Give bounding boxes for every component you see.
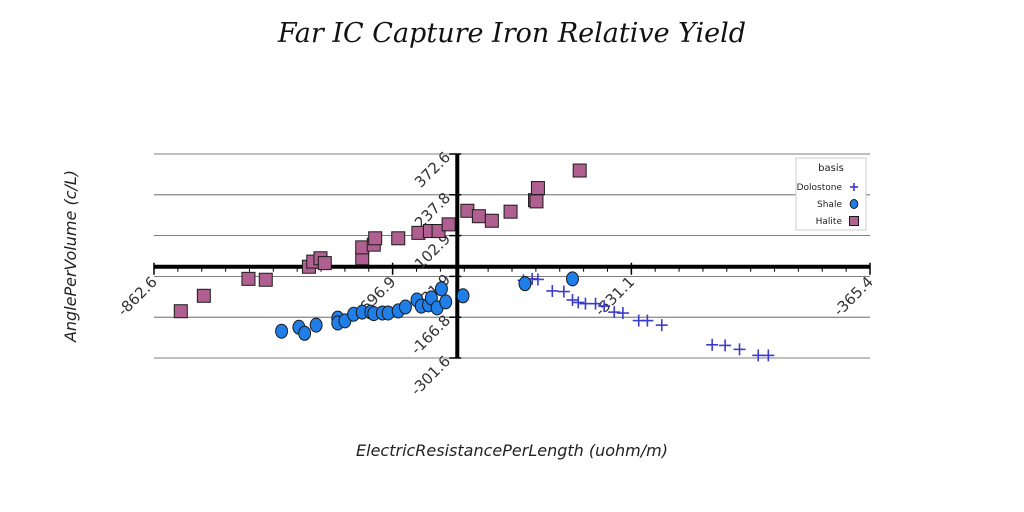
point-dolostone <box>719 339 732 352</box>
grid-lines <box>154 153 870 359</box>
legend-label-shale: Shale <box>817 200 842 210</box>
point-dolostone <box>598 300 611 313</box>
point-dolostone <box>546 284 559 297</box>
point-dolostone <box>641 314 654 327</box>
point-halite <box>173 304 188 319</box>
point-halite <box>241 271 256 286</box>
point-shale <box>275 323 289 339</box>
point-halite <box>317 256 332 271</box>
point-shale <box>434 281 448 297</box>
point-dolostone <box>572 296 585 309</box>
point-halite <box>441 217 456 232</box>
point-dolostone <box>589 297 602 310</box>
legend-title: basis <box>818 163 844 174</box>
legend-label-halite: Halite <box>816 217 843 227</box>
legend-marker-halite <box>849 216 859 226</box>
point-shale <box>456 288 470 304</box>
point-dolostone <box>762 349 775 362</box>
point-halite <box>503 204 518 219</box>
point-shale <box>309 317 323 333</box>
point-shale <box>518 276 532 292</box>
x-tick-label: -365.4 <box>830 273 877 320</box>
y-tick-label: -166.8 <box>407 311 454 358</box>
point-dolostone <box>557 285 570 298</box>
point-dolostone <box>655 319 668 332</box>
x-tick-label: -862.6 <box>114 273 161 320</box>
point-dolostone <box>706 338 719 351</box>
y-tick-label: -301.6 <box>407 352 454 399</box>
point-dolostone <box>752 349 765 362</box>
point-shale <box>398 299 412 315</box>
tick-labels: -862.6 -696.9 -531.1 -365.4-301.6-166.8-31.… <box>114 148 877 399</box>
point-dolostone <box>579 297 592 310</box>
point-halite <box>196 288 211 303</box>
point-halite <box>484 213 499 228</box>
axes <box>153 153 871 359</box>
point-halite <box>530 181 545 196</box>
point-shale <box>566 271 579 287</box>
legend-label-dolostone: Dolostone <box>797 183 843 193</box>
point-dolostone <box>733 343 746 356</box>
y-tick-label: 372.6 <box>411 148 454 191</box>
point-dolostone <box>531 273 544 286</box>
legend: basis Dolostone Shale Halite <box>795 157 867 231</box>
point-dolostone <box>616 307 629 320</box>
data-points <box>173 163 775 362</box>
chart-title: Far IC Capture Iron Relative Yield <box>277 18 746 49</box>
point-halite <box>258 272 273 287</box>
point-halite <box>529 194 544 209</box>
point-halite <box>368 231 383 246</box>
legend-marker-dolostone <box>850 183 858 191</box>
point-halite <box>572 163 587 178</box>
y-axis-label: AnglePerVolume (c/L) <box>61 170 80 343</box>
x-axis-label: ElectricResistancePerLength (uohm/m) <box>356 441 668 460</box>
point-shale <box>439 294 453 310</box>
legend-marker-shale <box>849 199 859 209</box>
point-shale <box>298 325 312 341</box>
point-halite <box>391 231 406 246</box>
point-dolostone <box>608 306 621 319</box>
point-halite <box>471 209 486 224</box>
point-dolostone <box>566 294 579 307</box>
